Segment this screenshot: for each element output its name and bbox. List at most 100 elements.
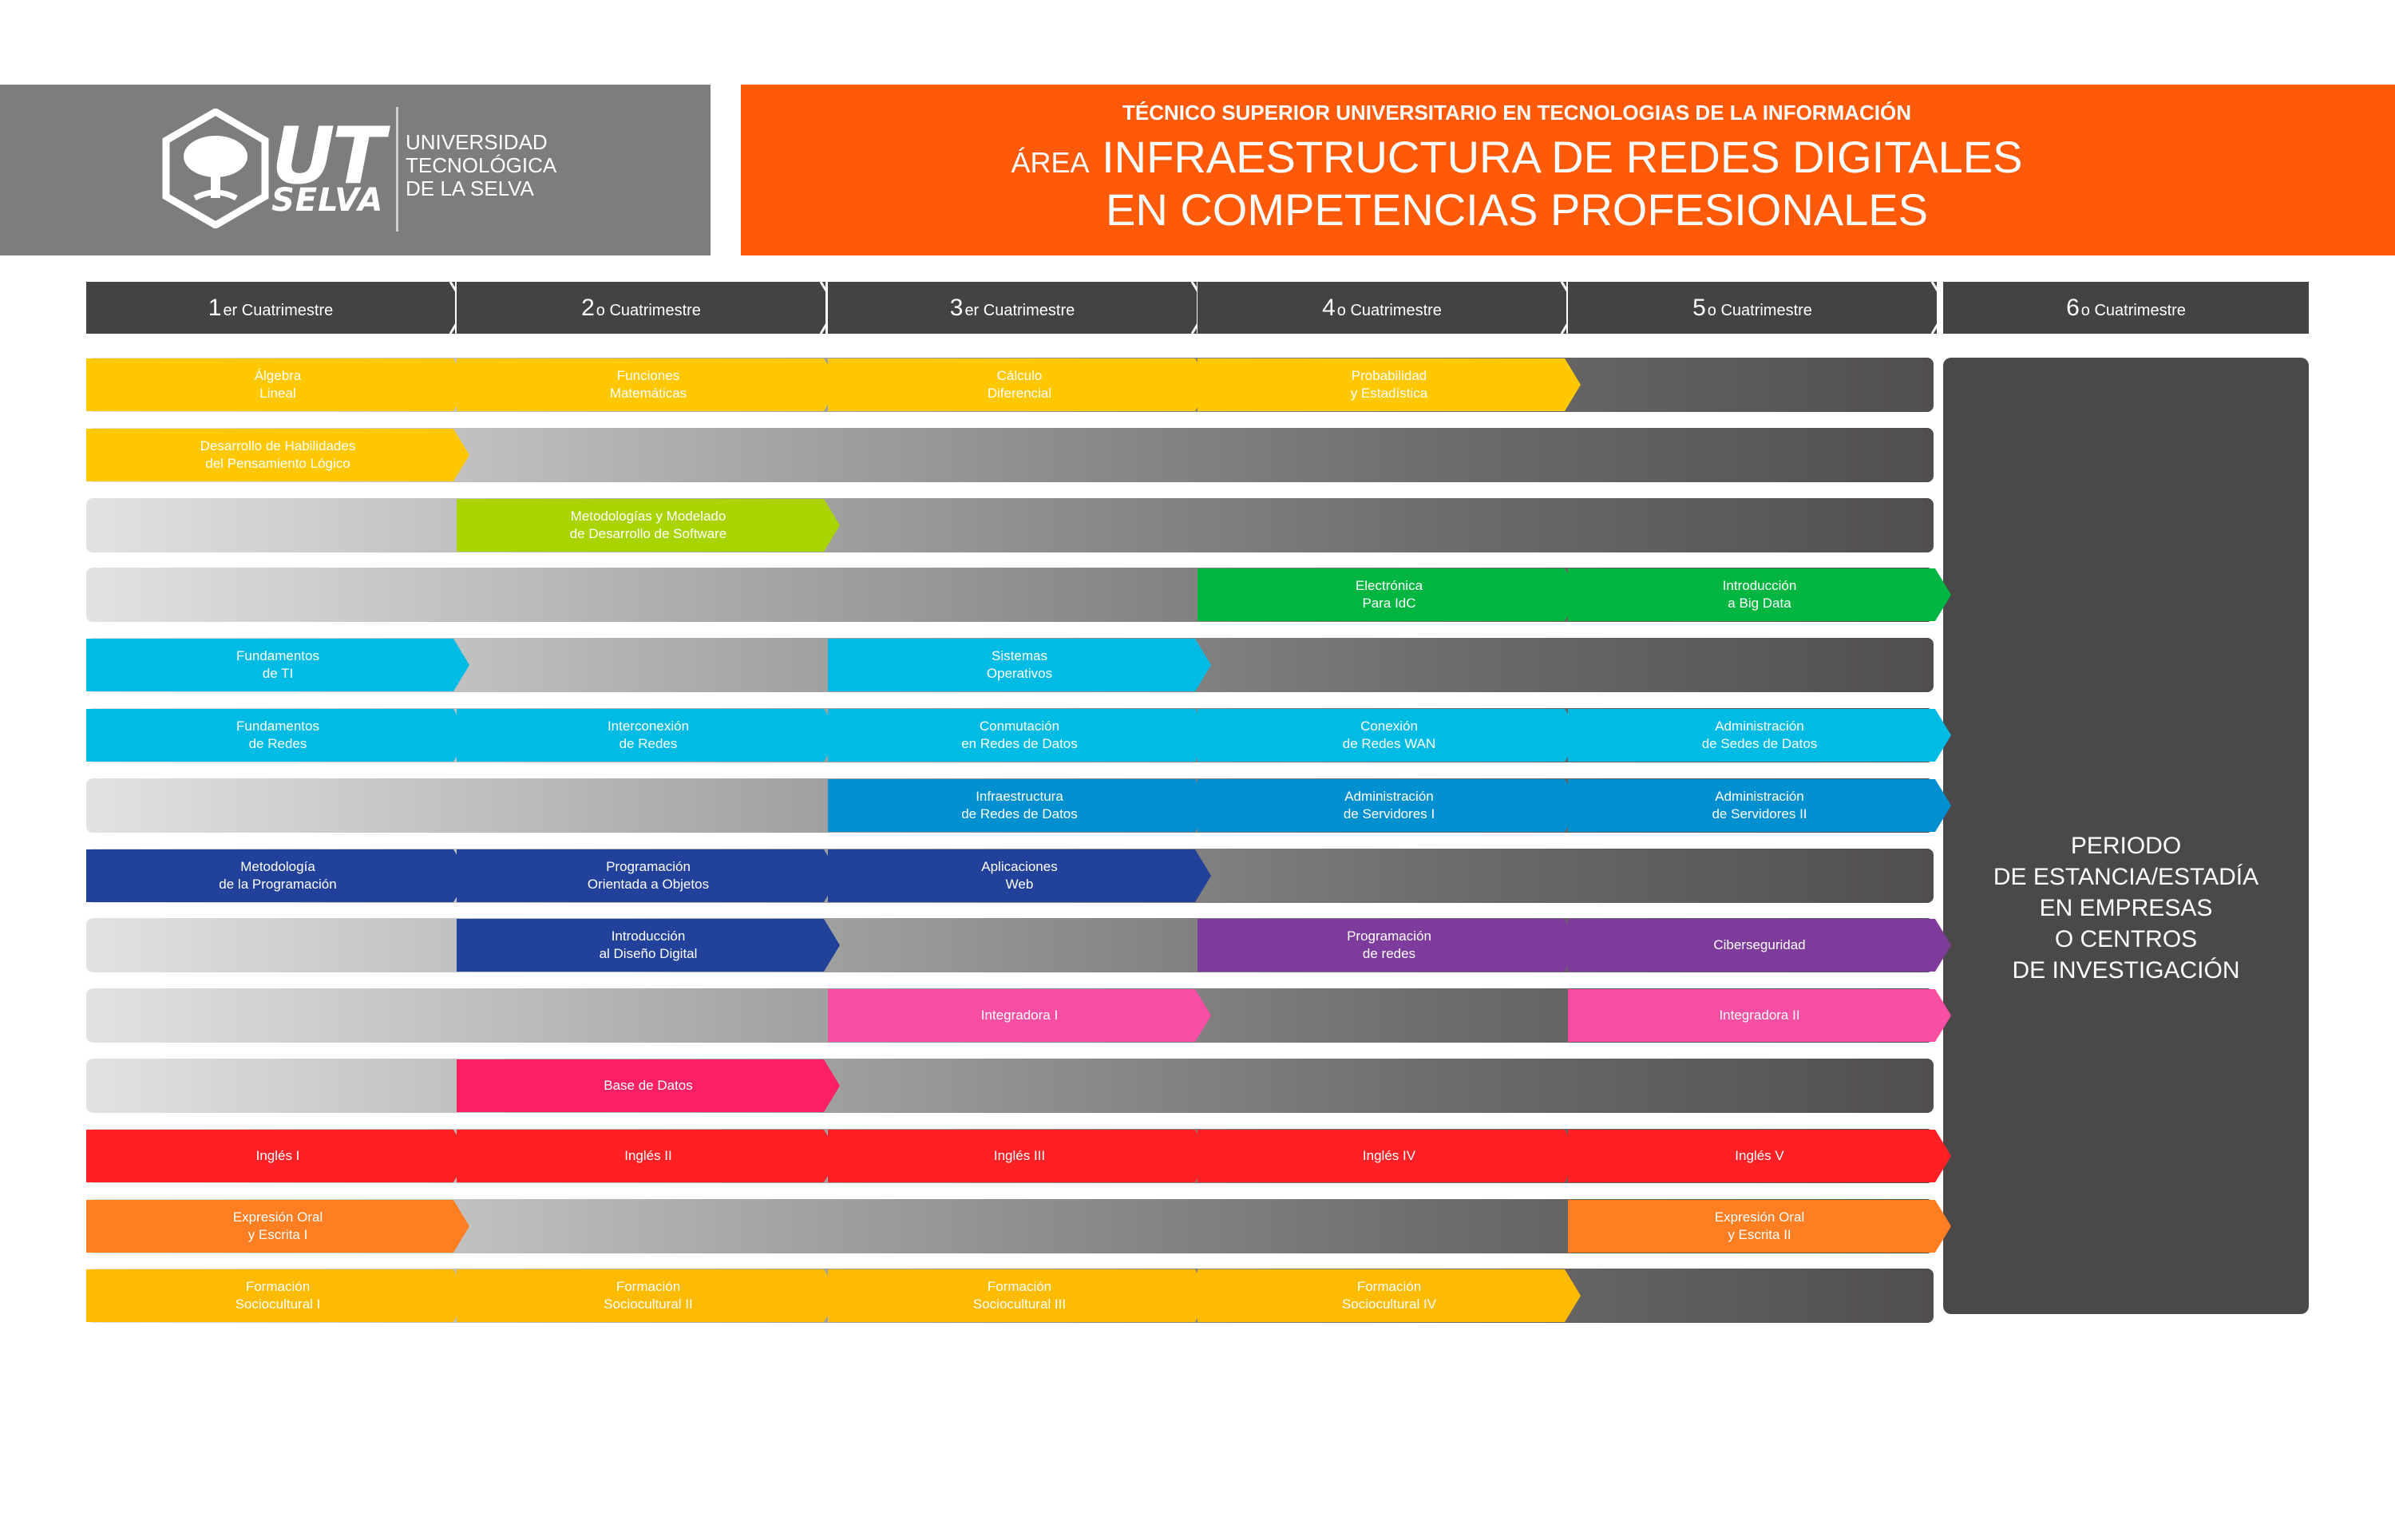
term-number: 5 <box>1692 294 1706 321</box>
course-cell: Inglés II <box>457 1130 840 1182</box>
course-cell: Probabilidad y Estadística <box>1198 358 1581 411</box>
course-name-line: Fundamentos <box>236 648 319 663</box>
course-cell: Introducción al Diseño Digital <box>457 919 840 972</box>
course-cell: Interconexión de Redes <box>457 709 840 762</box>
course-name-line: Sistemas <box>992 648 1047 663</box>
course-cell: Ciberseguridad <box>1568 919 1951 972</box>
course-name-line: Inglés I <box>255 1148 300 1163</box>
course-cell: Funciones Matemáticas <box>457 358 840 411</box>
course-name-line: de Redes WAN <box>1342 736 1436 751</box>
term-header-1: 1 er Cuatrimestre <box>86 282 455 334</box>
course-cell: Formación Sociocultural I <box>86 1269 469 1322</box>
course-cell: Electrónica Para IdC <box>1198 568 1581 621</box>
course-name-line: Electrónica <box>1355 578 1423 593</box>
course-cell: Programación de redes <box>1198 919 1581 972</box>
course-cell: Inglés III <box>828 1130 1211 1182</box>
term-number: 1 <box>208 294 222 321</box>
course-cell: Desarrollo de Habilidades del Pensamiento… <box>86 429 469 481</box>
course-name-line: de TI <box>262 666 294 681</box>
course-name-line: Inglés IV <box>1362 1148 1416 1163</box>
course-name-line: Inglés V <box>1735 1148 1784 1163</box>
internship-line: DE INVESTIGACIÓN <box>2012 957 2240 984</box>
term-number: 3 <box>949 294 964 321</box>
term-label: o Cuatrimestre <box>2080 302 2186 319</box>
course-cell: Sistemas Operativos <box>828 639 1211 691</box>
term-number: 6 <box>2066 294 2080 321</box>
internship-period-panel <box>1943 358 2309 1314</box>
row-track <box>86 498 1934 552</box>
course-cell: Administración de Servidores II <box>1568 779 1951 832</box>
course-cell: Conmutación en Redes de Datos <box>828 709 1211 762</box>
course-name-line: Expresión Oral <box>1714 1209 1805 1225</box>
course-name-line: Sociocultural IV <box>1341 1297 1437 1312</box>
course-name-line: Introducción <box>611 928 686 944</box>
course-name-line: Orientada a Objetos <box>587 877 710 892</box>
internship-line: PERIODO <box>2070 833 2182 859</box>
course-cell: Introducción a Big Data <box>1568 568 1951 621</box>
logo-brand-ut: UT <box>271 111 385 202</box>
course-cell: Infraestructura de Redes de Datos <box>828 779 1211 832</box>
title-block: TÉCNICO SUPERIOR UNIVERSITARIO EN TECNOL… <box>741 85 2395 255</box>
course-name-line: Cálculo <box>996 368 1043 383</box>
course-cell: Formación Sociocultural II <box>457 1269 840 1322</box>
course-name-line: Integradora II <box>1719 1008 1800 1023</box>
course-cell: Conexión de Redes WAN <box>1198 709 1581 762</box>
course-name-line: de la Programación <box>219 877 337 892</box>
course-name-line: Fundamentos <box>236 719 319 734</box>
logo-brand-selva: SELVA <box>271 182 384 219</box>
course-name-line: Metodología <box>240 859 315 874</box>
course-cell: Expresión Oral y Escrita II <box>1568 1200 1951 1253</box>
course-name-line: Metodologías y Modelado <box>570 509 726 524</box>
course-cell: Expresión Oral y Escrita I <box>86 1200 469 1253</box>
course-name-line: Base de Datos <box>604 1078 693 1093</box>
course-name-line: de Sedes de Datos <box>1701 736 1818 751</box>
course-cell: Inglés IV <box>1198 1130 1581 1182</box>
course-name-line: de redes <box>1362 946 1416 961</box>
course-cell: Cálculo Diferencial <box>828 358 1211 411</box>
course-name-line: al Diseño Digital <box>599 946 698 961</box>
course-name-line: Formación <box>987 1279 1052 1294</box>
course-name-line: Conmutación <box>979 719 1060 734</box>
course-cell: Metodología de la Programación <box>86 849 469 902</box>
term-label: er Cuatrimestre <box>223 302 334 319</box>
logo-divider <box>396 107 398 232</box>
internship-line: EN EMPRESAS <box>2039 895 2213 921</box>
university-name-line: DE LA SELVA <box>406 176 534 200</box>
course-name-line: Ciberseguridad <box>1713 937 1806 952</box>
internship-period-label: PERIODO DE ESTANCIA/ESTADÍA EN EMPRESAS … <box>1943 830 2309 986</box>
course-name-line: Sociocultural III <box>972 1297 1067 1312</box>
area-title-text: INFRAESTRUCTURA DE REDES DIGITALES <box>1102 132 2023 182</box>
course-name-line: de Servidores II <box>1712 806 1807 821</box>
course-cell: Álgebra Lineal <box>86 358 469 411</box>
course-cell: Metodologías y Modelado de Desarrollo de … <box>457 499 840 552</box>
term-number: 4 <box>1322 294 1336 321</box>
course-name-line: Administración <box>1344 789 1434 804</box>
course-cell: Administración de Servidores I <box>1198 779 1581 832</box>
course-name-line: Web <box>1005 877 1034 892</box>
university-name-line: TECNOLÓGICA <box>406 153 557 177</box>
course-name-line: y Escrita I <box>247 1227 308 1242</box>
area-prefix: ÁREA <box>1011 146 1090 179</box>
course-name-line: a Big Data <box>1728 596 1791 611</box>
course-cell: Integradora II <box>1568 989 1951 1042</box>
course-name-line: Formación <box>616 1279 681 1294</box>
course-name-line: y Escrita II <box>1728 1227 1791 1242</box>
course-name-line: Funciones <box>616 368 680 383</box>
course-cell: Aplicaciones Web <box>828 849 1211 902</box>
course-name-line: Interconexión <box>607 719 690 734</box>
course-name-line: Integradora I <box>980 1008 1059 1023</box>
term-label: o Cuatrimestre <box>596 302 701 319</box>
area-title-line-2: EN COMPETENCIAS PROFESIONALES <box>1106 184 1928 235</box>
area-title-line-1: ÁREA INFRAESTRUCTURA DE REDES DIGITALES <box>741 131 2293 189</box>
course-name-line: Sociocultural I <box>235 1297 321 1312</box>
course-cell: Integradora I <box>828 989 1211 1042</box>
course-cell: Fundamentos de TI <box>86 639 469 691</box>
logo-block: UT SELVA UNIVERSIDAD TECNOLÓGICA DE LA S… <box>0 85 711 255</box>
term-label: er Cuatrimestre <box>964 302 1075 319</box>
course-name-line: en Redes de Datos <box>961 736 1078 751</box>
course-name-line: Lineal <box>259 386 296 401</box>
term-header-3: 3 er Cuatrimestre <box>828 282 1197 334</box>
